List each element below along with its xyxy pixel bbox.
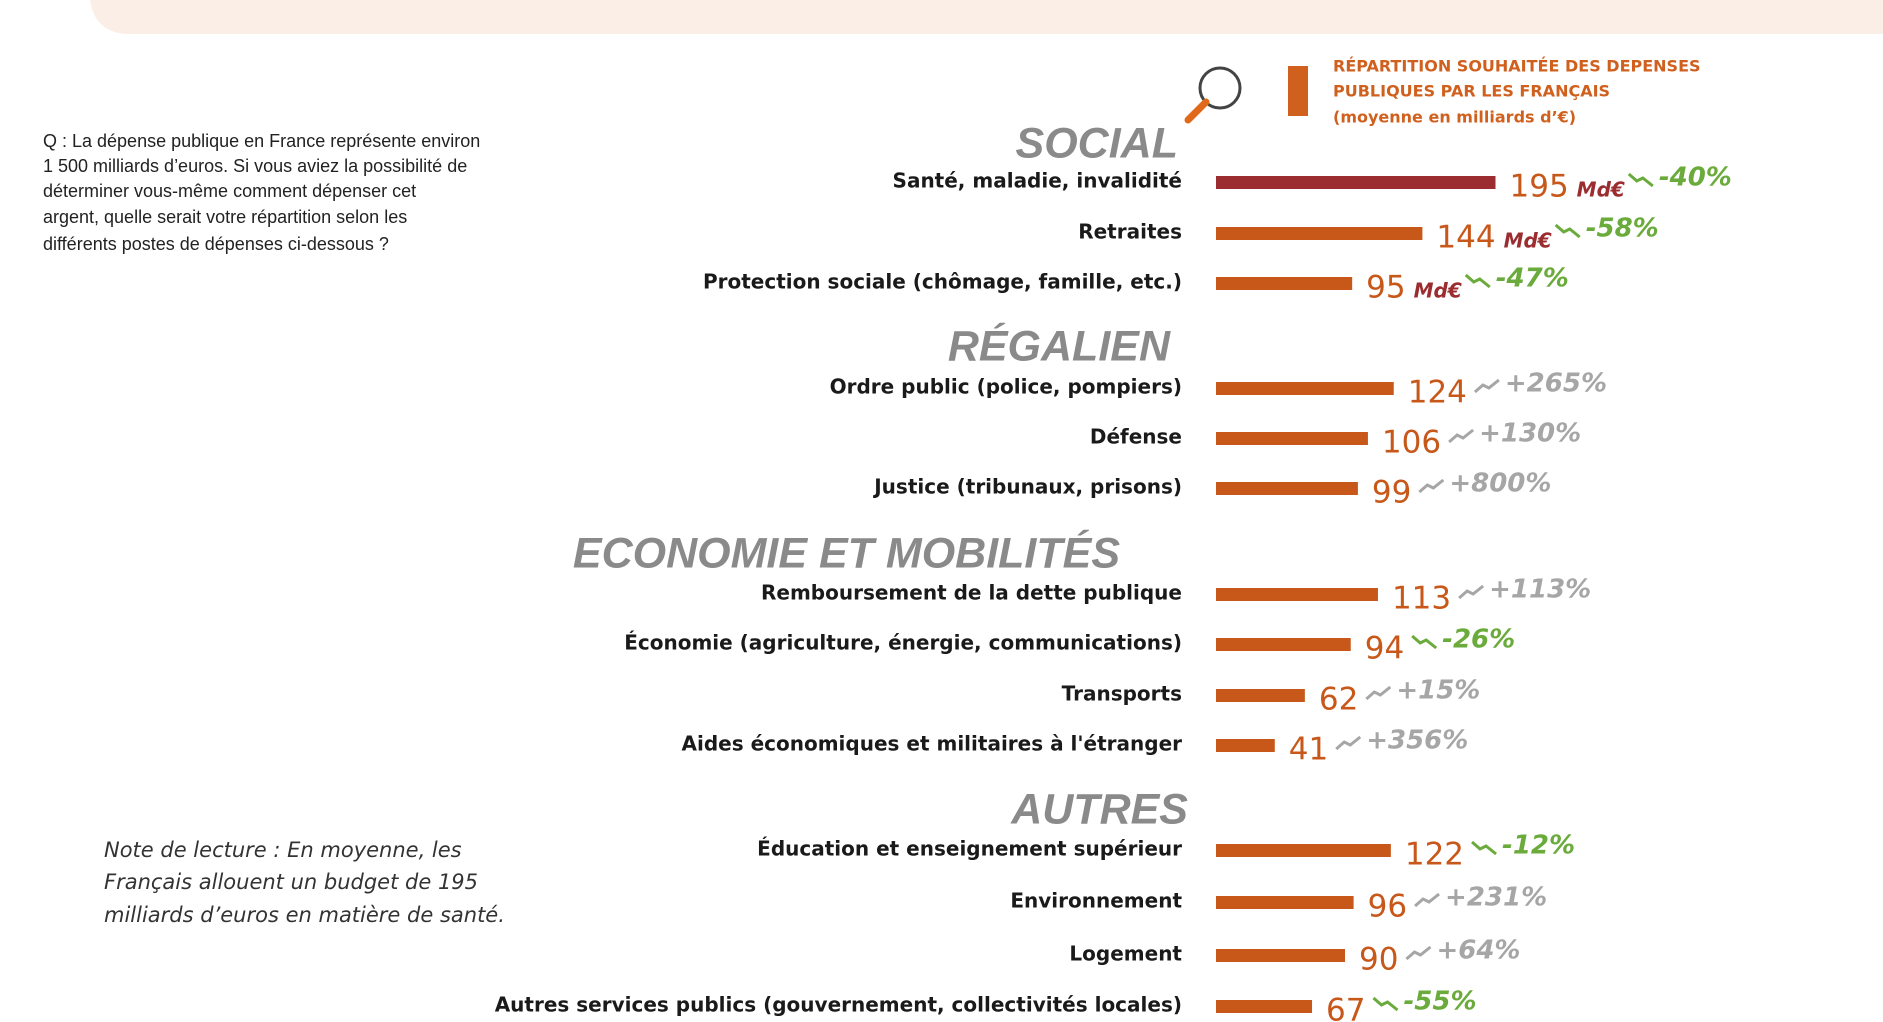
note-line: Français allouent un budget de 195 <box>104 870 478 894</box>
group-title: AUTRES <box>1010 785 1188 833</box>
change-label: +130% <box>1479 419 1581 449</box>
question-line: Q : La dépense publique en France représ… <box>43 131 480 151</box>
category-label: Protection sociale (chômage, famille, et… <box>703 270 1182 294</box>
header-band <box>90 0 1883 34</box>
trend-icon <box>1475 380 1499 392</box>
trend-icon <box>1472 842 1496 854</box>
page: Q : La dépense publique en France représ… <box>0 0 1883 1022</box>
change-label: +231% <box>1445 883 1547 913</box>
bar <box>1216 588 1378 601</box>
change-label: +356% <box>1366 726 1468 756</box>
trend-icon <box>1459 586 1483 598</box>
unit-label: Md€ <box>1414 279 1462 303</box>
change-label: +800% <box>1449 469 1551 499</box>
bar <box>1216 277 1352 290</box>
value-label: 99 <box>1372 475 1411 511</box>
trend-icon <box>1406 947 1430 959</box>
value-label: 122 <box>1405 837 1464 873</box>
change-label: -55% <box>1403 987 1476 1017</box>
trend-icon <box>1629 174 1653 186</box>
group-title: ECONOMIE ET MOBILITÉS <box>573 529 1120 577</box>
bar <box>1216 638 1351 651</box>
note-line: Note de lecture : En moyenne, les <box>104 838 462 862</box>
unit-label: Md€ <box>1577 178 1625 202</box>
value-label: 62 <box>1319 682 1358 718</box>
value-label: 95 <box>1366 270 1405 306</box>
bar <box>1216 739 1275 752</box>
change-label: -40% <box>1659 163 1732 193</box>
bar <box>1216 689 1305 702</box>
value-label: 195 <box>1510 169 1569 205</box>
note-line: milliards d’euros en matière de santé. <box>104 903 505 927</box>
trend-icon <box>1366 687 1390 699</box>
value-label: 41 <box>1289 732 1328 768</box>
trend-icon <box>1556 225 1580 237</box>
value-label: 124 <box>1408 375 1467 411</box>
note: Note de lecture : En moyenne, les França… <box>104 838 505 927</box>
legend-line: (moyenne en milliards d’€) <box>1333 108 1576 127</box>
bar <box>1216 227 1422 240</box>
bar <box>1216 482 1358 495</box>
category-label: Ordre public (police, pompiers) <box>830 375 1182 399</box>
value-label: 67 <box>1326 993 1365 1022</box>
legend-icon <box>1188 66 1308 120</box>
category-label: Aides économiques et militaires à l'étra… <box>681 732 1182 756</box>
category-label: Autres services publics (gouvernement, c… <box>495 993 1182 1017</box>
trend-icon <box>1419 480 1443 492</box>
change-label: +64% <box>1436 936 1520 966</box>
trend-icon <box>1373 998 1397 1010</box>
category-label: Défense <box>1090 425 1182 449</box>
value-label: 96 <box>1368 889 1407 925</box>
value-label: 94 <box>1365 631 1404 667</box>
question: Q : La dépense publique en France représ… <box>43 131 480 254</box>
value-label: 144 <box>1436 220 1495 256</box>
value-label: 106 <box>1382 425 1441 461</box>
value-label: 90 <box>1359 942 1398 978</box>
question-line: argent, quelle serait votre répartition … <box>43 207 407 227</box>
question-line: différents postes de dépenses ci-dessous… <box>43 234 389 254</box>
bar <box>1216 176 1496 189</box>
bar <box>1216 382 1394 395</box>
legend-line: PUBLIQUES PAR LES FRANÇAIS <box>1333 82 1610 101</box>
trend-icon <box>1449 430 1473 442</box>
change-label: -58% <box>1586 214 1659 244</box>
category-label: Éducation et enseignement supérieur <box>757 837 1182 861</box>
trend-icon <box>1412 636 1436 648</box>
trend-icon <box>1336 737 1360 749</box>
category-label: Logement <box>1069 942 1182 966</box>
bar <box>1216 896 1354 909</box>
category-label: Santé, maladie, invalidité <box>893 169 1182 193</box>
question-line: 1 500 milliards d’euros. Si vous aviez l… <box>43 156 467 176</box>
change-label: -26% <box>1442 625 1515 655</box>
category-label: Transports <box>1062 682 1182 706</box>
category-label: Retraites <box>1078 220 1182 244</box>
category-label: Économie (agriculture, énergie, communic… <box>624 631 1182 655</box>
category-label: Justice (tribunaux, prisons) <box>872 475 1182 499</box>
change-label: -47% <box>1496 264 1569 294</box>
change-label: +15% <box>1396 676 1480 706</box>
bar <box>1216 1000 1312 1013</box>
category-label: Environnement <box>1010 889 1182 913</box>
category-label: Remboursement de la dette publique <box>761 581 1182 605</box>
group-title: SOCIAL <box>1016 119 1178 167</box>
bar <box>1216 949 1345 962</box>
change-label: -12% <box>1502 831 1575 861</box>
bar <box>1216 844 1391 857</box>
trend-icon <box>1415 894 1439 906</box>
trend-icon <box>1466 275 1490 287</box>
bar <box>1216 432 1368 445</box>
change-label: +265% <box>1505 369 1607 399</box>
value-label: 113 <box>1392 581 1451 617</box>
change-label: +113% <box>1489 575 1591 605</box>
legend-line: RÉPARTITION SOUHAITÉE DES DEPENSES <box>1333 57 1701 76</box>
group-title: RÉGALIEN <box>948 322 1171 370</box>
unit-label: Md€ <box>1504 229 1552 253</box>
question-line: déterminer vous-même comment dépenser ce… <box>43 181 416 201</box>
